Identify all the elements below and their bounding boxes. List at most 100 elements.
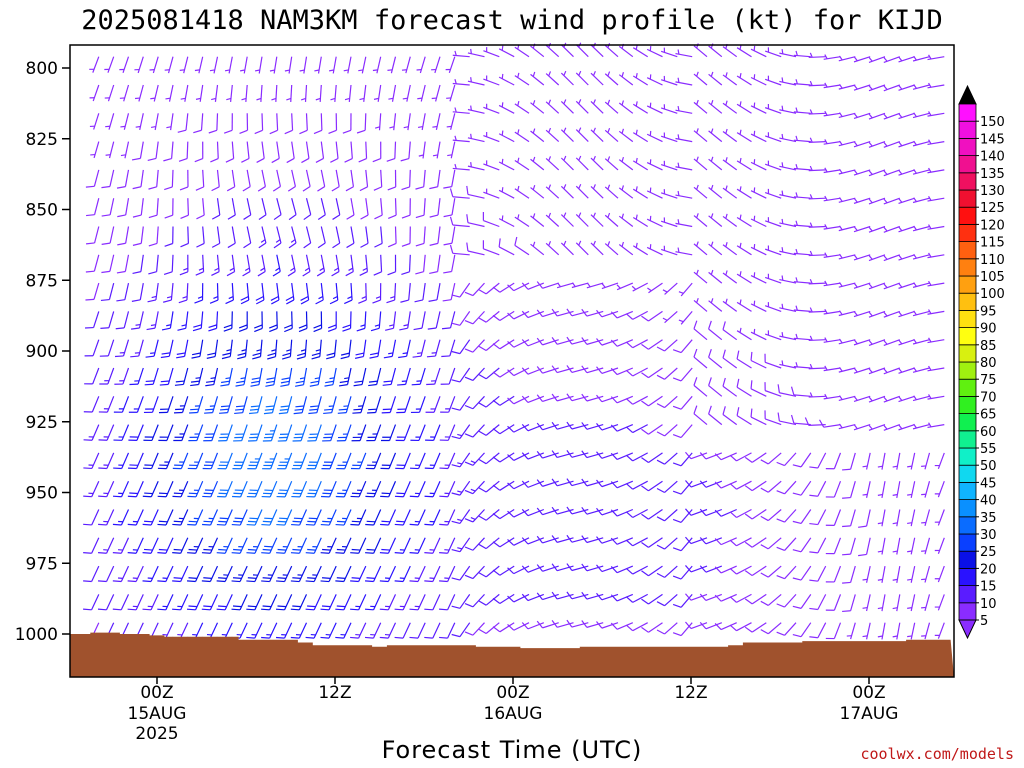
wind-barb (536, 479, 559, 487)
colorbar-label: 135 (980, 167, 1005, 182)
wind-barb (323, 396, 337, 415)
wind-barb (364, 622, 382, 639)
wind-barb (466, 185, 485, 199)
wind-barb (344, 283, 353, 305)
wind-barb (492, 508, 515, 520)
wind-barb (892, 537, 901, 555)
wind-barb (808, 109, 826, 115)
wind-barb (760, 480, 782, 493)
x-tick-label: 12Z (318, 683, 351, 703)
wind-barb (927, 337, 945, 344)
wind-barb (521, 282, 545, 290)
wind-barb (83, 480, 100, 498)
wind-barb (316, 254, 326, 277)
wind-barb (350, 537, 367, 554)
wind-barb (514, 185, 530, 199)
wind-barb (478, 395, 500, 408)
wind-barb (235, 367, 248, 387)
wind-barb (610, 339, 634, 347)
wind-barb (492, 424, 515, 435)
wind-barb (104, 56, 115, 73)
wind-barb (439, 480, 456, 498)
wind-barb (358, 283, 367, 304)
wind-barb (166, 113, 174, 131)
wind-barb (744, 480, 767, 492)
wind-barb (714, 508, 737, 517)
wind-barb (779, 190, 797, 199)
wind-barb (927, 422, 945, 429)
wind-barb (699, 508, 723, 517)
wind-barb (129, 367, 144, 386)
credit-text[interactable]: coolwx.com/models (860, 745, 1014, 763)
wind-barb (912, 84, 930, 90)
wind-barb (99, 339, 115, 357)
wind-barb (560, 155, 574, 171)
wind-barb (429, 226, 441, 246)
wind-barb (750, 328, 767, 341)
wind-barb (300, 283, 310, 305)
colorbar-segment (958, 499, 977, 518)
wind-barb (231, 565, 248, 583)
wind-barb (793, 333, 811, 341)
wind-barb (157, 480, 174, 498)
wind-barb (853, 424, 871, 431)
wind-barb (261, 594, 278, 611)
wind-barb (394, 565, 411, 583)
wind-barb (386, 141, 397, 162)
wind-barb (868, 197, 886, 205)
wind-barb (877, 565, 886, 583)
wind-barb (257, 169, 266, 192)
wind-barb (581, 506, 604, 515)
wind-barb (853, 225, 871, 233)
wind-barb (428, 282, 441, 302)
wind-barb (335, 537, 352, 554)
wind-barb (793, 164, 811, 171)
wind-barb (219, 396, 233, 414)
wind-barb (693, 43, 708, 58)
wind-barb (439, 509, 456, 526)
wind-barb (566, 308, 589, 317)
wind-barb (898, 282, 915, 289)
wind-barb (293, 396, 308, 415)
wind-barb (83, 594, 100, 611)
wind-barb (216, 565, 233, 583)
wind-barb (536, 620, 559, 629)
wind-barb (934, 480, 945, 498)
wind-barb (708, 269, 723, 284)
wind-barb (675, 77, 693, 86)
wind-barb (131, 282, 144, 302)
wind-barb (492, 480, 515, 491)
wind-barb (492, 565, 515, 576)
wind-barb (498, 238, 515, 256)
wind-barb (464, 537, 485, 551)
wind-barb (877, 622, 886, 640)
colorbar-segment (958, 189, 977, 208)
wind-barb (345, 254, 354, 277)
wind-barb (838, 55, 856, 62)
wind-barb (722, 406, 738, 426)
wind-barb (736, 101, 752, 114)
wind-barb (708, 71, 723, 86)
wind-barb (178, 141, 189, 162)
wind-barb (249, 396, 263, 415)
wind-barb (130, 311, 144, 330)
wind-barb (299, 56, 308, 74)
wind-barb (464, 565, 485, 580)
wind-barb (536, 564, 559, 572)
wind-barb (862, 481, 871, 498)
wind-barb (286, 141, 295, 164)
wind-barb (217, 452, 233, 470)
wind-barb (618, 185, 634, 199)
wind-barb (150, 113, 159, 131)
wind-barb (883, 282, 901, 290)
wind-barb (439, 594, 456, 611)
wind-barb (194, 283, 204, 304)
colorbar-segment (958, 481, 977, 500)
wind-barb (779, 77, 797, 86)
wind-barb (877, 452, 886, 470)
wind-barb (883, 56, 901, 64)
wind-barb (394, 594, 411, 611)
wind-barb (912, 197, 930, 204)
wind-barb (395, 424, 411, 442)
wind-barb (128, 424, 144, 441)
